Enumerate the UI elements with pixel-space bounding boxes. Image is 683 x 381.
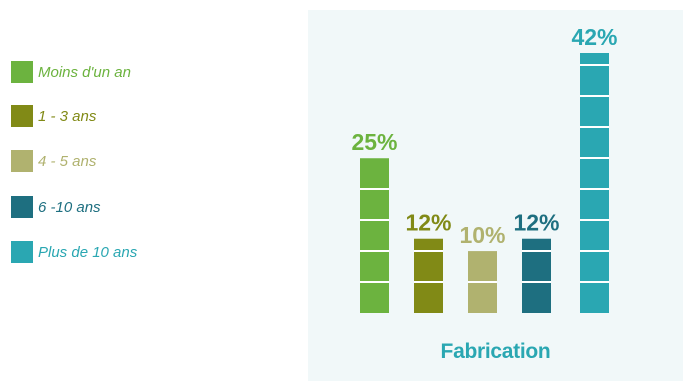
bar-value-label: 10% (459, 222, 505, 248)
legend-swatch (11, 241, 33, 263)
legend-label: 4 - 5 ans (38, 152, 97, 170)
bar (580, 53, 609, 313)
bar-rect (414, 238, 443, 313)
bar-value-label: 12% (405, 210, 451, 236)
bar-chart: 25% 12% 10% 12% 42% (351, 24, 618, 313)
legend-swatch (11, 61, 33, 83)
legend-swatch (11, 105, 33, 127)
legend-swatch (11, 150, 33, 172)
bar (468, 251, 497, 313)
legend-item: Plus de 10 ans (11, 240, 137, 264)
chart-title: Fabrication (440, 340, 551, 363)
chart-panel: 25% 12% 10% 12% 42% Fabrication (308, 10, 683, 381)
legend-swatch (11, 196, 33, 218)
legend-label: 1 - 3 ans (38, 107, 97, 125)
bar-value-label: 25% (351, 129, 397, 155)
legend-label: Plus de 10 ans (38, 243, 138, 261)
bar (360, 158, 389, 313)
legend-item: 4 - 5 ans (11, 149, 96, 173)
legend-label: 6 -10 ans (38, 198, 101, 216)
bar-value-label: 12% (513, 210, 559, 236)
bar-rect (522, 238, 551, 313)
bar (522, 238, 551, 313)
bar (414, 238, 443, 313)
legend-item: Moins d'un an (11, 60, 131, 84)
legend-item: 1 - 3 ans (11, 104, 96, 128)
bar-value-label: 42% (571, 24, 617, 50)
bar-rect (580, 53, 609, 313)
bar-rect (360, 158, 389, 313)
legend-label: Moins d'un an (38, 63, 131, 81)
legend-item: 6 -10 ans (11, 195, 101, 219)
